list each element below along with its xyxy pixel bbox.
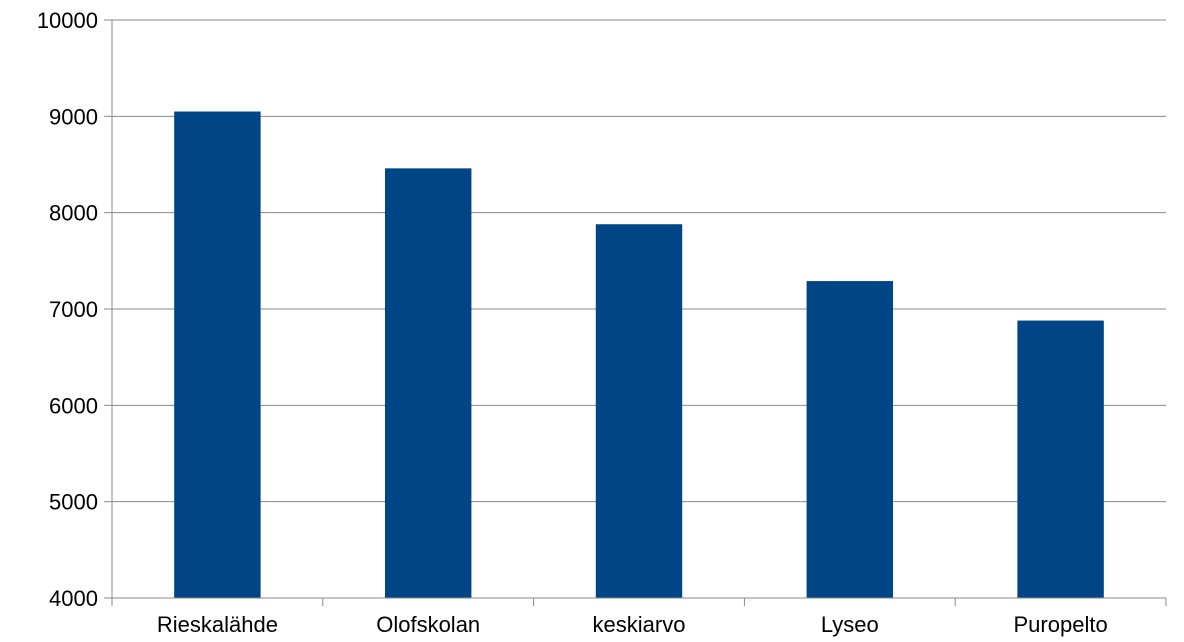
x-tick-label: Puropelto — [1014, 612, 1108, 637]
bar-keskiarvo — [595, 224, 683, 598]
x-tick-labels: Rieskalähde Olofskolan keskiarvo Lyseo Purop… — [157, 612, 1108, 637]
y-tick-label: 10000 — [37, 8, 98, 33]
y-tick-label: 4000 — [49, 586, 98, 611]
axes — [104, 19, 1167, 606]
bar-Rieskalähde — [174, 111, 261, 599]
y-tick-label: 6000 — [49, 393, 98, 418]
y-tick-label: 9000 — [49, 104, 98, 129]
bar-Olofskolan — [384, 168, 472, 598]
x-tick-label: keskiarvo — [593, 612, 686, 637]
bar-Puropelto — [1017, 320, 1104, 598]
bars — [174, 111, 1104, 599]
y-tick-label: 5000 — [49, 490, 98, 515]
y-tick-label: 8000 — [49, 201, 98, 226]
x-tick-label: Lyseo — [821, 612, 879, 637]
y-tick-label: 7000 — [49, 297, 98, 322]
y-tick-labels: 4000 5000 6000 7000 8000 9000 10000 — [37, 8, 98, 611]
bar-Lyseo — [806, 281, 894, 598]
x-tick-label: Olofskolan — [376, 612, 480, 637]
x-tick-label: Rieskalähde — [157, 612, 278, 637]
